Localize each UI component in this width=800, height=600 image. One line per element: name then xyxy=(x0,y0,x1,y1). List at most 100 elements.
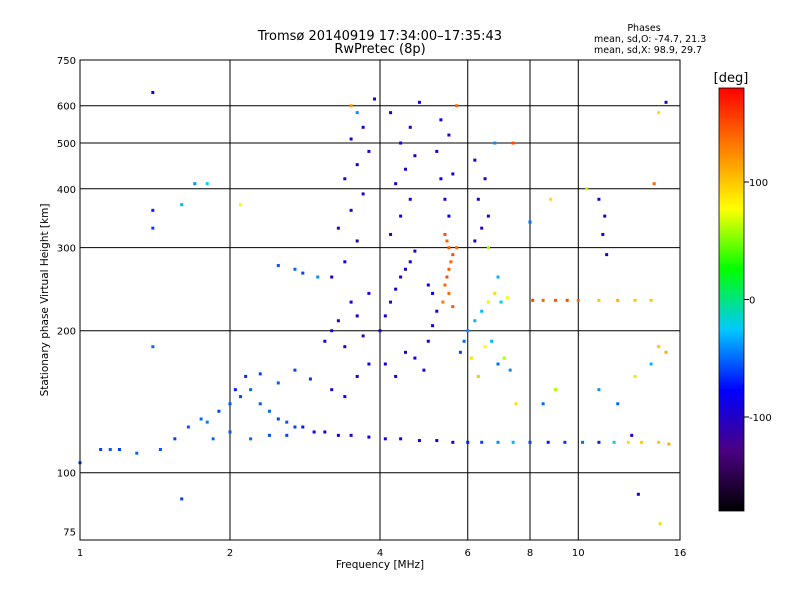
data-point xyxy=(633,298,637,302)
x-tick-label: 2 xyxy=(227,548,233,559)
data-point xyxy=(117,447,121,451)
data-point xyxy=(480,309,484,313)
data-point xyxy=(435,309,439,313)
data-point xyxy=(349,137,353,141)
data-point xyxy=(403,267,407,271)
data-point xyxy=(389,232,393,236)
data-point xyxy=(186,425,190,429)
data-point xyxy=(343,395,347,399)
data-point xyxy=(267,433,271,437)
data-point xyxy=(413,249,417,253)
data-point xyxy=(403,350,407,354)
data-point xyxy=(565,298,569,302)
data-point xyxy=(239,203,243,207)
data-point xyxy=(233,388,237,392)
data-point xyxy=(426,283,430,287)
data-point xyxy=(553,298,557,302)
colorbar-tick-label: 0 xyxy=(749,296,755,307)
data-point xyxy=(603,214,607,218)
data-point xyxy=(496,440,500,444)
data-point xyxy=(205,182,209,186)
data-point xyxy=(301,271,305,275)
data-point xyxy=(435,439,439,443)
data-point xyxy=(403,167,407,171)
data-point xyxy=(151,208,155,212)
data-point xyxy=(361,125,365,129)
data-point xyxy=(408,125,412,129)
data-point xyxy=(630,433,634,437)
data-point xyxy=(546,440,550,444)
data-point xyxy=(511,440,515,444)
phases-heading: Phases xyxy=(627,23,660,34)
data-point xyxy=(549,197,553,201)
data-point xyxy=(496,362,500,366)
data-point xyxy=(276,264,280,268)
data-point xyxy=(505,296,509,300)
x-tick-label: 1 xyxy=(77,548,83,559)
data-point xyxy=(108,447,112,451)
y-tick-label: 100 xyxy=(57,469,76,480)
colorbar-tick-label: -100 xyxy=(749,413,772,424)
y-tick-label: 400 xyxy=(57,185,76,196)
data-point xyxy=(605,253,609,257)
grid-lines xyxy=(80,60,680,540)
data-point xyxy=(205,420,209,424)
data-point xyxy=(413,356,417,360)
data-point xyxy=(447,291,451,295)
data-point xyxy=(355,163,359,167)
data-point xyxy=(508,368,512,372)
data-point xyxy=(447,267,451,271)
plot-frame xyxy=(79,59,681,541)
data-point xyxy=(657,345,661,349)
data-point xyxy=(330,275,334,279)
chart-title: Tromsø 20140919 17:34:00–17:35:43 xyxy=(257,29,502,44)
data-point xyxy=(541,402,545,406)
y-tick-label: 75 xyxy=(63,528,76,539)
data-point xyxy=(316,275,320,279)
data-point xyxy=(367,362,371,366)
data-point xyxy=(528,440,532,444)
data-point xyxy=(249,437,253,441)
colorbar-tick-label: 100 xyxy=(749,178,768,189)
data-point xyxy=(367,435,371,439)
x-tick-label: 10 xyxy=(572,548,585,559)
data-point xyxy=(308,377,312,381)
data-point xyxy=(383,362,387,366)
data-point xyxy=(483,177,487,181)
data-point xyxy=(447,133,451,137)
data-point xyxy=(443,232,447,236)
data-point xyxy=(99,447,103,451)
data-point xyxy=(399,214,403,218)
data-point xyxy=(486,214,490,218)
data-point xyxy=(355,239,359,243)
data-point xyxy=(336,226,340,230)
data-point xyxy=(349,433,353,437)
data-point xyxy=(355,374,359,378)
data-point xyxy=(649,298,653,302)
data-point xyxy=(480,226,484,230)
y-axis-ticks: 75 100 200 300 400 500 600 750 xyxy=(57,56,76,539)
data-point xyxy=(541,298,545,302)
data-point xyxy=(480,440,484,444)
data-point xyxy=(312,430,316,434)
data-point xyxy=(367,149,371,153)
data-point xyxy=(383,314,387,318)
data-point xyxy=(447,246,451,250)
data-point xyxy=(349,300,353,304)
data-point xyxy=(439,177,443,181)
data-point xyxy=(158,447,162,451)
data-point xyxy=(514,402,518,406)
data-point xyxy=(443,197,447,201)
data-point xyxy=(581,440,585,444)
x-axis-label: Frequency [MHz] xyxy=(336,559,424,571)
data-point xyxy=(323,339,327,343)
data-point xyxy=(658,522,662,526)
data-point xyxy=(455,104,459,108)
data-point xyxy=(193,182,197,186)
colorbar-label: [deg] xyxy=(714,71,749,86)
x-tick-label: 4 xyxy=(377,548,383,559)
data-point xyxy=(258,372,262,376)
data-point xyxy=(249,388,253,392)
data-point xyxy=(667,442,671,446)
